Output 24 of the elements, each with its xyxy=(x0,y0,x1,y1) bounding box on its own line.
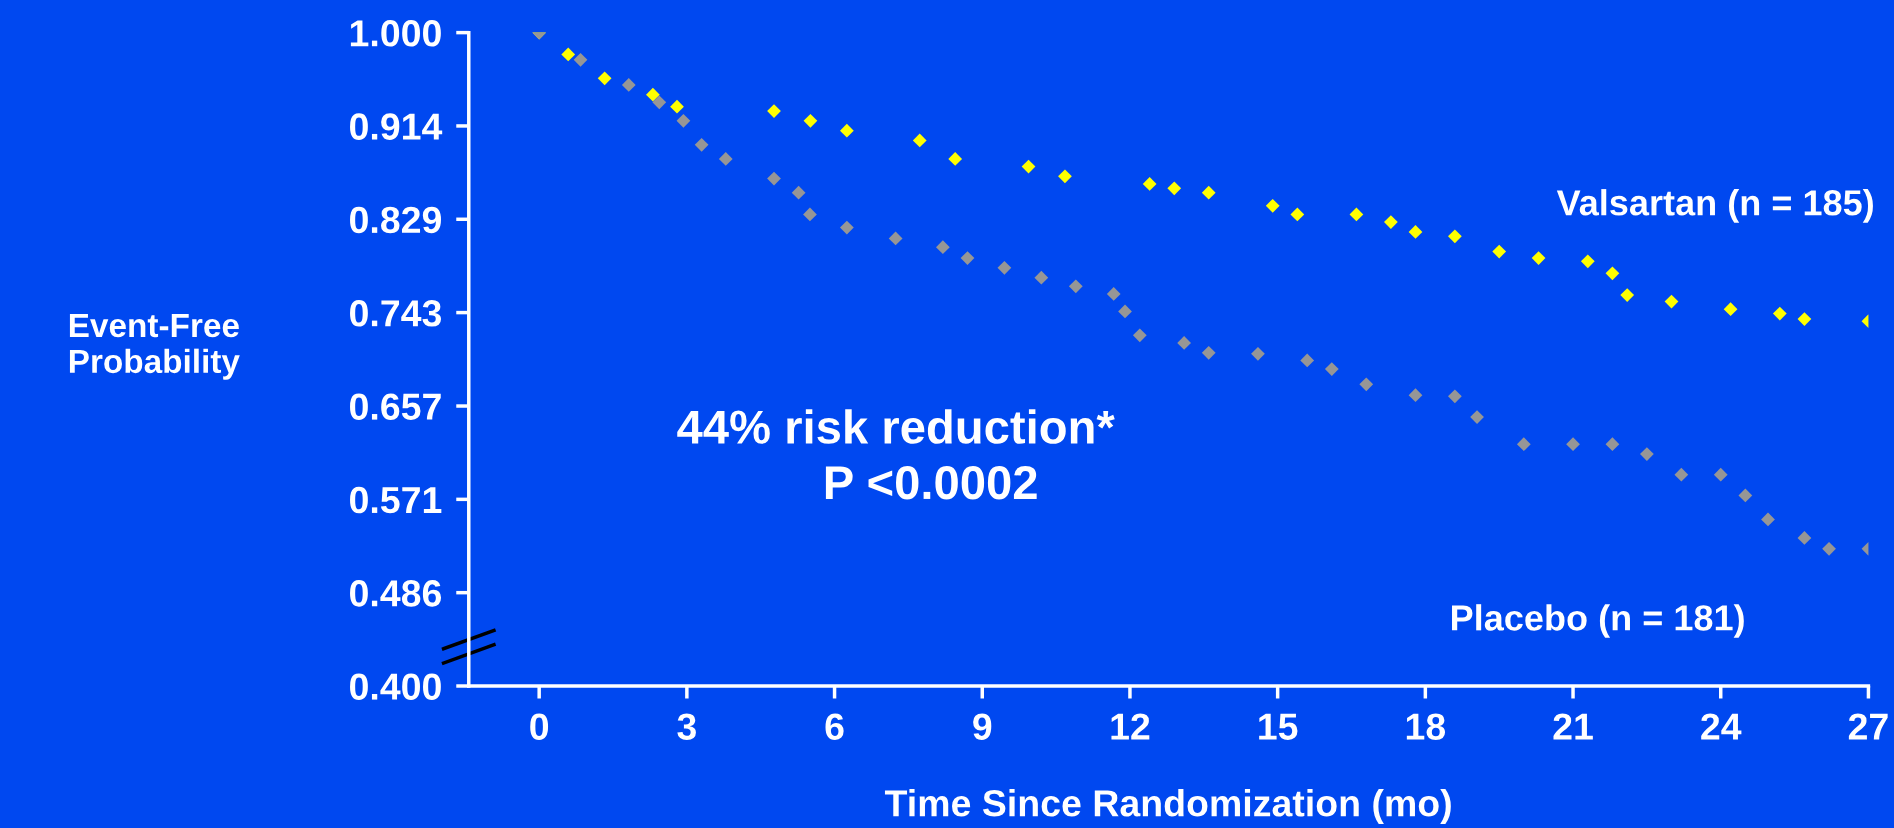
y-tick-label: 0.486 xyxy=(350,580,442,607)
series-label: Valsartan (n = 185) xyxy=(1556,189,1873,223)
x-tick-label: 21 xyxy=(1553,713,1593,740)
annotation: 44% risk reduction* xyxy=(677,409,1115,444)
y-axis-title: Event-Free Probability xyxy=(69,313,240,380)
text: Placebo (n = 181) xyxy=(1452,604,1744,638)
y-tick-label: 0.400 xyxy=(350,673,441,700)
x-tick-label: 12 xyxy=(1111,713,1150,740)
x-tick-label: 9 xyxy=(973,713,992,740)
x-tick-label: 27 xyxy=(1848,713,1888,740)
y-tick-label: 0.829 xyxy=(350,206,441,234)
x-tick-label: 6 xyxy=(825,713,844,740)
x-axis-title: Time Since Randomization (mo) xyxy=(884,789,1451,824)
x-tick-label: 3 xyxy=(677,713,696,740)
y-tick-label: 0.914 xyxy=(350,113,443,140)
y-tick-label: 0.743 xyxy=(350,300,442,327)
annotation: P <0.0002 xyxy=(825,465,1037,500)
x-tick-label: 15 xyxy=(1259,713,1298,740)
y-tick-label: 0.657 xyxy=(350,393,441,420)
x-tick-label: 0 xyxy=(530,713,549,740)
x-tick-label: 18 xyxy=(1406,713,1446,740)
y-tick-label: 0.571 xyxy=(350,486,442,514)
y-tick-label: 1.000 xyxy=(350,20,441,47)
x-tick-label: 24 xyxy=(1701,713,1742,740)
